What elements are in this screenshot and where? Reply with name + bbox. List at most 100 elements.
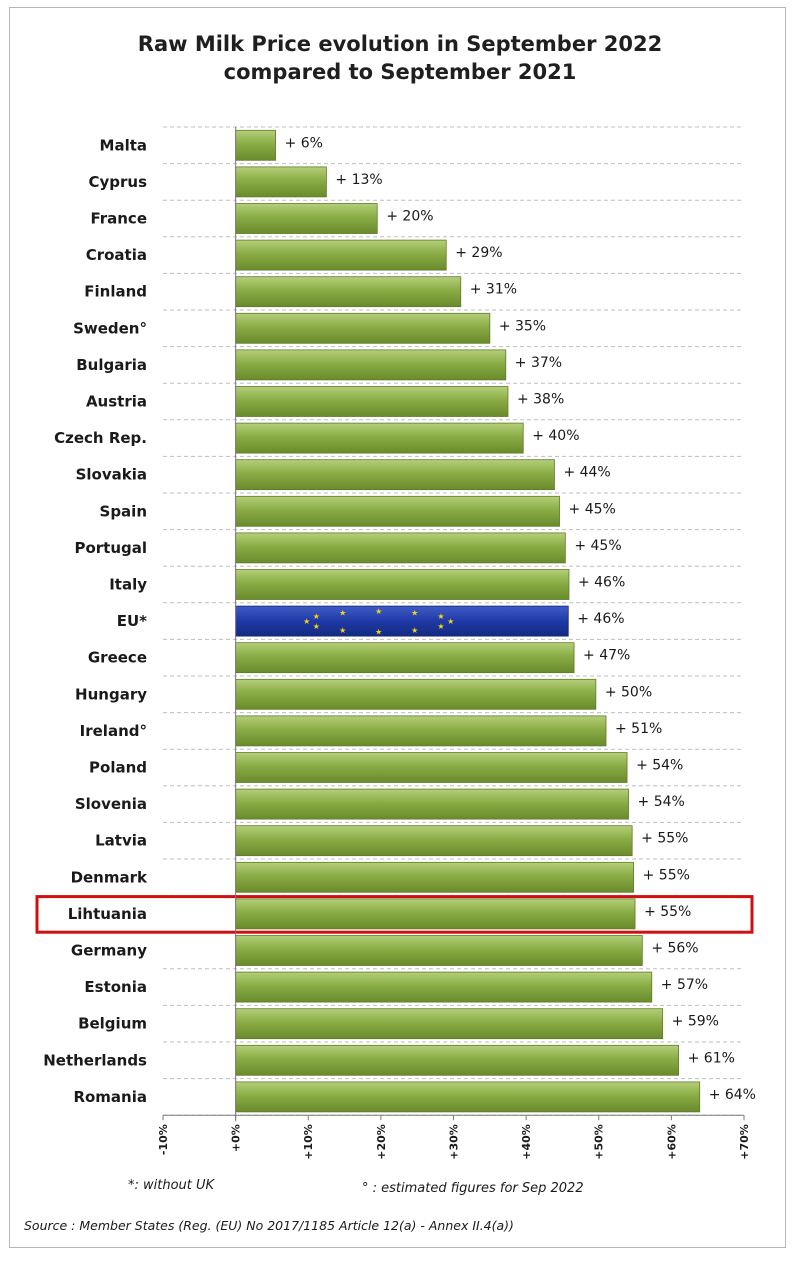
category-label: Greece (88, 649, 147, 667)
category-label: Romania (73, 1088, 147, 1106)
value-label: + 55% (644, 904, 691, 920)
value-label: + 47% (583, 648, 630, 664)
value-label: + 44% (563, 465, 610, 481)
bar (235, 752, 628, 783)
x-tick-label: +10% (302, 1124, 315, 1160)
category-label: Spain (100, 502, 147, 520)
x-tick-label: +50% (593, 1124, 606, 1160)
bar (235, 678, 597, 710)
value-label: + 54% (636, 758, 683, 774)
bar (235, 312, 491, 344)
category-label: Hungary (75, 685, 147, 703)
source-note: Source : Member States (Reg. (EU) No 201… (24, 1218, 514, 1233)
bar (235, 386, 509, 417)
category-label: Slovenia (75, 795, 147, 813)
eu-star-icon: ★ (313, 612, 320, 621)
value-label: + 45% (574, 538, 621, 554)
eu-star-icon: ★ (313, 622, 320, 631)
value-label: + 13% (335, 172, 382, 188)
bar (235, 495, 560, 527)
bar (235, 532, 566, 564)
value-label: + 31% (470, 282, 517, 298)
value-label: + 46% (578, 575, 625, 591)
bar (235, 349, 507, 381)
value-label: + 38% (517, 392, 564, 408)
category-label: Sweden° (73, 319, 147, 337)
category-label: Netherlands (43, 1051, 147, 1069)
category-label: Slovakia (76, 466, 147, 484)
x-tick-label: +60% (665, 1124, 678, 1160)
bar-eu (235, 605, 569, 637)
category-label: Ireland° (80, 722, 147, 740)
value-label: + 50% (605, 684, 652, 700)
category-label: Czech Rep. (54, 429, 147, 447)
labels: Malta + 6% Cyprus + 13% France + 20% Croatia + … (35, 135, 756, 1106)
bar (235, 898, 636, 930)
category-label: Croatia (86, 246, 147, 264)
bar (235, 1044, 680, 1076)
value-label: + 54% (638, 794, 685, 810)
bar (235, 459, 555, 491)
value-label: + 61% (688, 1050, 735, 1066)
highlight-box (35, 895, 754, 934)
eu-star-icon: ★ (375, 607, 382, 616)
bar (235, 203, 378, 234)
value-label: + 35% (499, 318, 546, 334)
bar (235, 935, 643, 966)
value-label: + 45% (569, 501, 616, 517)
eu-star-icon: ★ (339, 608, 346, 617)
bar (235, 715, 607, 747)
value-label: + 46% (577, 611, 624, 627)
category-label: Austria (86, 393, 147, 411)
category-label: Germany (71, 942, 147, 960)
category-label: Finland (84, 283, 147, 301)
bar (235, 239, 447, 271)
category-label: Latvia (95, 832, 147, 850)
value-label: + 57% (661, 977, 708, 993)
eu-star-icon: ★ (411, 626, 418, 635)
value-label: + 56% (651, 941, 698, 957)
note-without-uk: *: without UK (128, 1178, 215, 1193)
value-label: + 20% (386, 209, 433, 225)
category-label: Bulgaria (76, 356, 147, 374)
eu-star-icon: ★ (375, 627, 382, 636)
category-label: Estonia (84, 978, 147, 996)
bar (235, 642, 575, 674)
category-label: EU* (117, 612, 147, 630)
category-label: Portugal (74, 539, 147, 557)
bar (235, 276, 462, 308)
eu-star-icon: ★ (437, 622, 444, 631)
bar (235, 569, 570, 600)
value-label: + 29% (455, 245, 502, 261)
category-label: Denmark (71, 868, 148, 886)
x-tick-label: +70% (738, 1124, 751, 1160)
x-tick-label: +20% (375, 1124, 388, 1160)
bar (235, 971, 653, 1003)
x-tick-label: -10% (157, 1124, 170, 1155)
note-estimated-figures: ° : estimated figures for Sep 2022 (362, 1181, 584, 1196)
value-label: + 64% (709, 1087, 756, 1103)
bar (235, 1081, 701, 1113)
value-label: + 40% (532, 428, 579, 444)
eu-star-icon: ★ (339, 626, 346, 635)
bar (235, 861, 635, 893)
eu-star-icon: ★ (303, 617, 310, 626)
chart-title: Raw Milk Price evolution in September 20… (137, 32, 663, 84)
bars: ★★★★★★★★ ★ ★ ★ ★ (235, 129, 701, 1113)
category-label: Poland (89, 759, 147, 777)
eu-star-icon: ★ (411, 608, 418, 617)
category-label: Italy (109, 576, 147, 594)
bar (235, 166, 327, 198)
value-label: + 51% (615, 721, 662, 737)
value-label: + 37% (515, 355, 562, 371)
category-label: Cyprus (88, 173, 147, 191)
category-label: Belgium (78, 1015, 147, 1033)
value-label: + 55% (641, 831, 688, 847)
category-label: Lihtuania (68, 905, 147, 923)
x-tick-label: +0% (230, 1124, 243, 1152)
bar (235, 129, 276, 161)
eu-star-icon: ★ (437, 612, 444, 621)
value-label: + 55% (643, 867, 690, 883)
bar (235, 422, 524, 454)
